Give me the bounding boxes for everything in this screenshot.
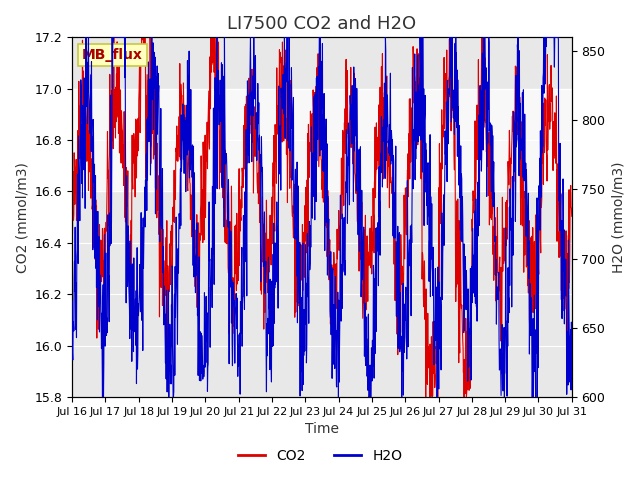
X-axis label: Time: Time (305, 422, 339, 436)
Text: MB_flux: MB_flux (82, 48, 143, 62)
Bar (72, 89, 572, 192)
Title: LI7500 CO2 and H2O: LI7500 CO2 and H2O (227, 15, 417, 33)
Legend: CO2, H2O: CO2, H2O (232, 443, 408, 468)
Y-axis label: CO2 (mmol/m3): CO2 (mmol/m3) (15, 162, 29, 273)
Y-axis label: H2O (mmol/m3): H2O (mmol/m3) (611, 161, 625, 273)
